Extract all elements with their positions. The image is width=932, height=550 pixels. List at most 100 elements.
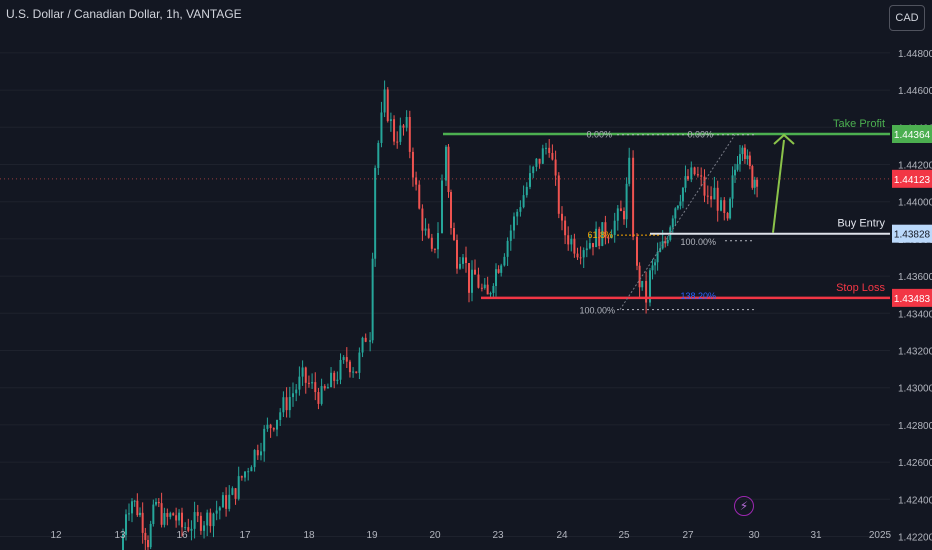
candle-body <box>288 397 291 411</box>
candle-body <box>231 488 234 495</box>
candle-body <box>125 514 127 535</box>
candle-body <box>687 176 689 180</box>
x-tick-label: 12 <box>50 530 62 541</box>
candle-body <box>160 503 163 525</box>
candle-body <box>247 471 250 473</box>
lightning-icon[interactable]: ⚡ <box>734 496 754 516</box>
candle-body <box>131 501 133 514</box>
axes: 1.448001.446001.444001.442001.440001.438… <box>50 49 932 544</box>
candle-body <box>311 382 314 384</box>
candle-body <box>456 239 458 269</box>
candle-body <box>383 89 386 113</box>
candle-body <box>649 270 651 303</box>
chart-title: U.S. Dollar / Canadian Dollar, 1h, VANTA… <box>6 7 242 21</box>
candle-body <box>253 450 256 468</box>
candle-body <box>269 424 272 429</box>
y-tick-label: 1.43400 <box>898 309 932 320</box>
candle-body <box>671 218 674 228</box>
y-tick-label: 1.43600 <box>898 272 932 283</box>
candle-body <box>465 257 467 263</box>
candle-body <box>399 125 402 142</box>
stop-loss-price-tag: 1.43483 <box>894 294 931 305</box>
candle-body <box>535 158 538 167</box>
candle-body <box>516 211 519 217</box>
candle-body <box>453 228 455 240</box>
take-profit-price-tag: 1.44364 <box>894 130 931 141</box>
candle-body <box>240 476 243 478</box>
candle-body <box>348 361 351 373</box>
y-tick-label: 1.44800 <box>898 49 932 60</box>
candle-body <box>152 504 155 524</box>
candle-body <box>206 512 209 526</box>
candle-body <box>554 159 557 176</box>
grid <box>0 52 890 537</box>
candle-body <box>196 512 199 516</box>
candle-body <box>298 376 301 390</box>
candle-body <box>424 228 427 231</box>
trade-overlay: Take Profit Buy Entry Stop Loss 0.00% 0.00% 6… <box>0 118 890 316</box>
candle-body <box>703 176 706 196</box>
candle-body <box>746 155 749 160</box>
take-profit-label: Take Profit <box>833 118 885 130</box>
fib-label-right-bottom: 100.00% <box>680 237 716 247</box>
candle-body <box>696 174 699 176</box>
candle-body <box>317 392 320 404</box>
x-tick-label: 19 <box>366 530 378 541</box>
candle-body <box>582 250 585 258</box>
entry-price-tag: 1.43828 <box>894 230 931 241</box>
candle-body <box>579 257 582 259</box>
candle-body <box>753 179 756 188</box>
candle-body <box>339 360 342 380</box>
candle-body <box>358 352 361 373</box>
candle-body <box>225 495 228 509</box>
candle-body <box>679 201 682 206</box>
candle-body <box>307 382 310 384</box>
candle-body <box>743 147 746 160</box>
candle-body <box>221 495 224 508</box>
candle-body <box>374 167 377 259</box>
candle-body <box>181 512 183 528</box>
candle-body <box>256 450 259 456</box>
currency-button[interactable]: CAD <box>889 5 925 31</box>
candle-body <box>659 248 662 252</box>
candle-body <box>666 239 669 244</box>
x-tick-label: 27 <box>682 530 694 541</box>
candle-body <box>468 262 470 293</box>
candle-body <box>389 119 392 122</box>
candle-body <box>734 169 737 176</box>
candle-body <box>674 208 677 219</box>
x-tick-label: 25 <box>618 530 630 541</box>
candle-body <box>330 372 333 388</box>
candle-body <box>726 212 729 219</box>
candle-body <box>601 222 604 246</box>
candle-body <box>377 142 380 168</box>
candle-body <box>651 265 654 271</box>
candle-body <box>585 248 588 251</box>
candle-body <box>477 274 480 288</box>
y-tick-label: 1.43200 <box>898 347 932 358</box>
candle-body <box>492 285 495 293</box>
candle-body <box>237 476 240 499</box>
candle-body <box>169 513 172 517</box>
candle-body <box>676 205 679 209</box>
candle-body <box>486 284 489 295</box>
candle-body <box>402 125 405 128</box>
candle-body <box>645 280 648 303</box>
candle-body <box>561 213 563 221</box>
candle-body <box>551 152 554 160</box>
candle-body <box>613 220 616 235</box>
candle-body <box>710 196 713 200</box>
candle-body <box>149 523 152 548</box>
candle-body <box>570 238 573 245</box>
candle-body <box>139 512 141 516</box>
candle-body <box>706 195 709 197</box>
candle-body <box>326 387 329 389</box>
candle-body <box>604 222 607 238</box>
candle-body <box>729 198 732 219</box>
candle-body <box>459 263 461 269</box>
candle-body <box>396 141 399 143</box>
candle-body <box>355 371 358 373</box>
candle-body <box>276 419 278 430</box>
candle-body <box>215 510 218 514</box>
